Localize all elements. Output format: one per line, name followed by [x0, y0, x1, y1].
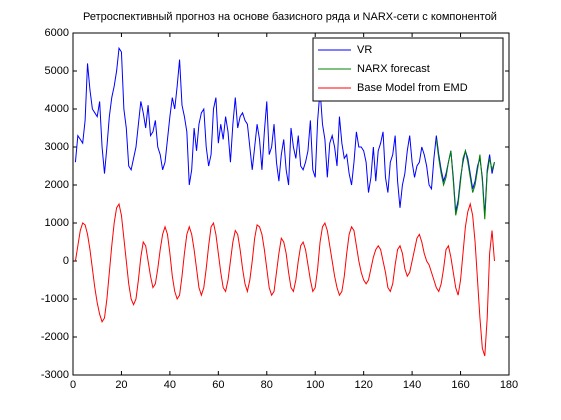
x-tick-label: 80	[261, 379, 273, 391]
series-line	[74, 202, 495, 357]
legend-label: VR	[357, 44, 372, 56]
x-tick-label: 120	[354, 379, 372, 391]
y-tick-label: 6000	[45, 27, 69, 39]
x-tick-label: 180	[500, 379, 518, 391]
legend-label: Base Model from EMD	[357, 82, 468, 94]
x-tick-label: 140	[403, 379, 421, 391]
y-tick-label: 0	[63, 255, 69, 267]
plot-frame	[72, 32, 510, 376]
x-tick-label: 0	[70, 379, 76, 391]
x-tick-label: 100	[306, 379, 324, 391]
y-tick-label: 3000	[45, 141, 69, 153]
y-tick-label: -1000	[41, 293, 69, 305]
y-tick-label: -3000	[41, 369, 69, 381]
y-tick-label: 5000	[45, 65, 69, 77]
y-tick-label: 2000	[45, 179, 69, 191]
y-tick-label: 4000	[45, 103, 69, 115]
series-line	[74, 46, 495, 216]
y-tick-label: 1000	[45, 217, 69, 229]
chart-title: Ретроспективный прогноз на основе базисн…	[83, 11, 497, 23]
x-tick-label: 160	[451, 379, 469, 391]
x-tick-label: 40	[164, 379, 176, 391]
y-tick-label: -2000	[41, 331, 69, 343]
legend-label: NARX forecast	[357, 63, 430, 75]
x-tick-label: 60	[212, 379, 224, 391]
series-line	[435, 139, 495, 220]
x-tick-label: 20	[115, 379, 127, 391]
